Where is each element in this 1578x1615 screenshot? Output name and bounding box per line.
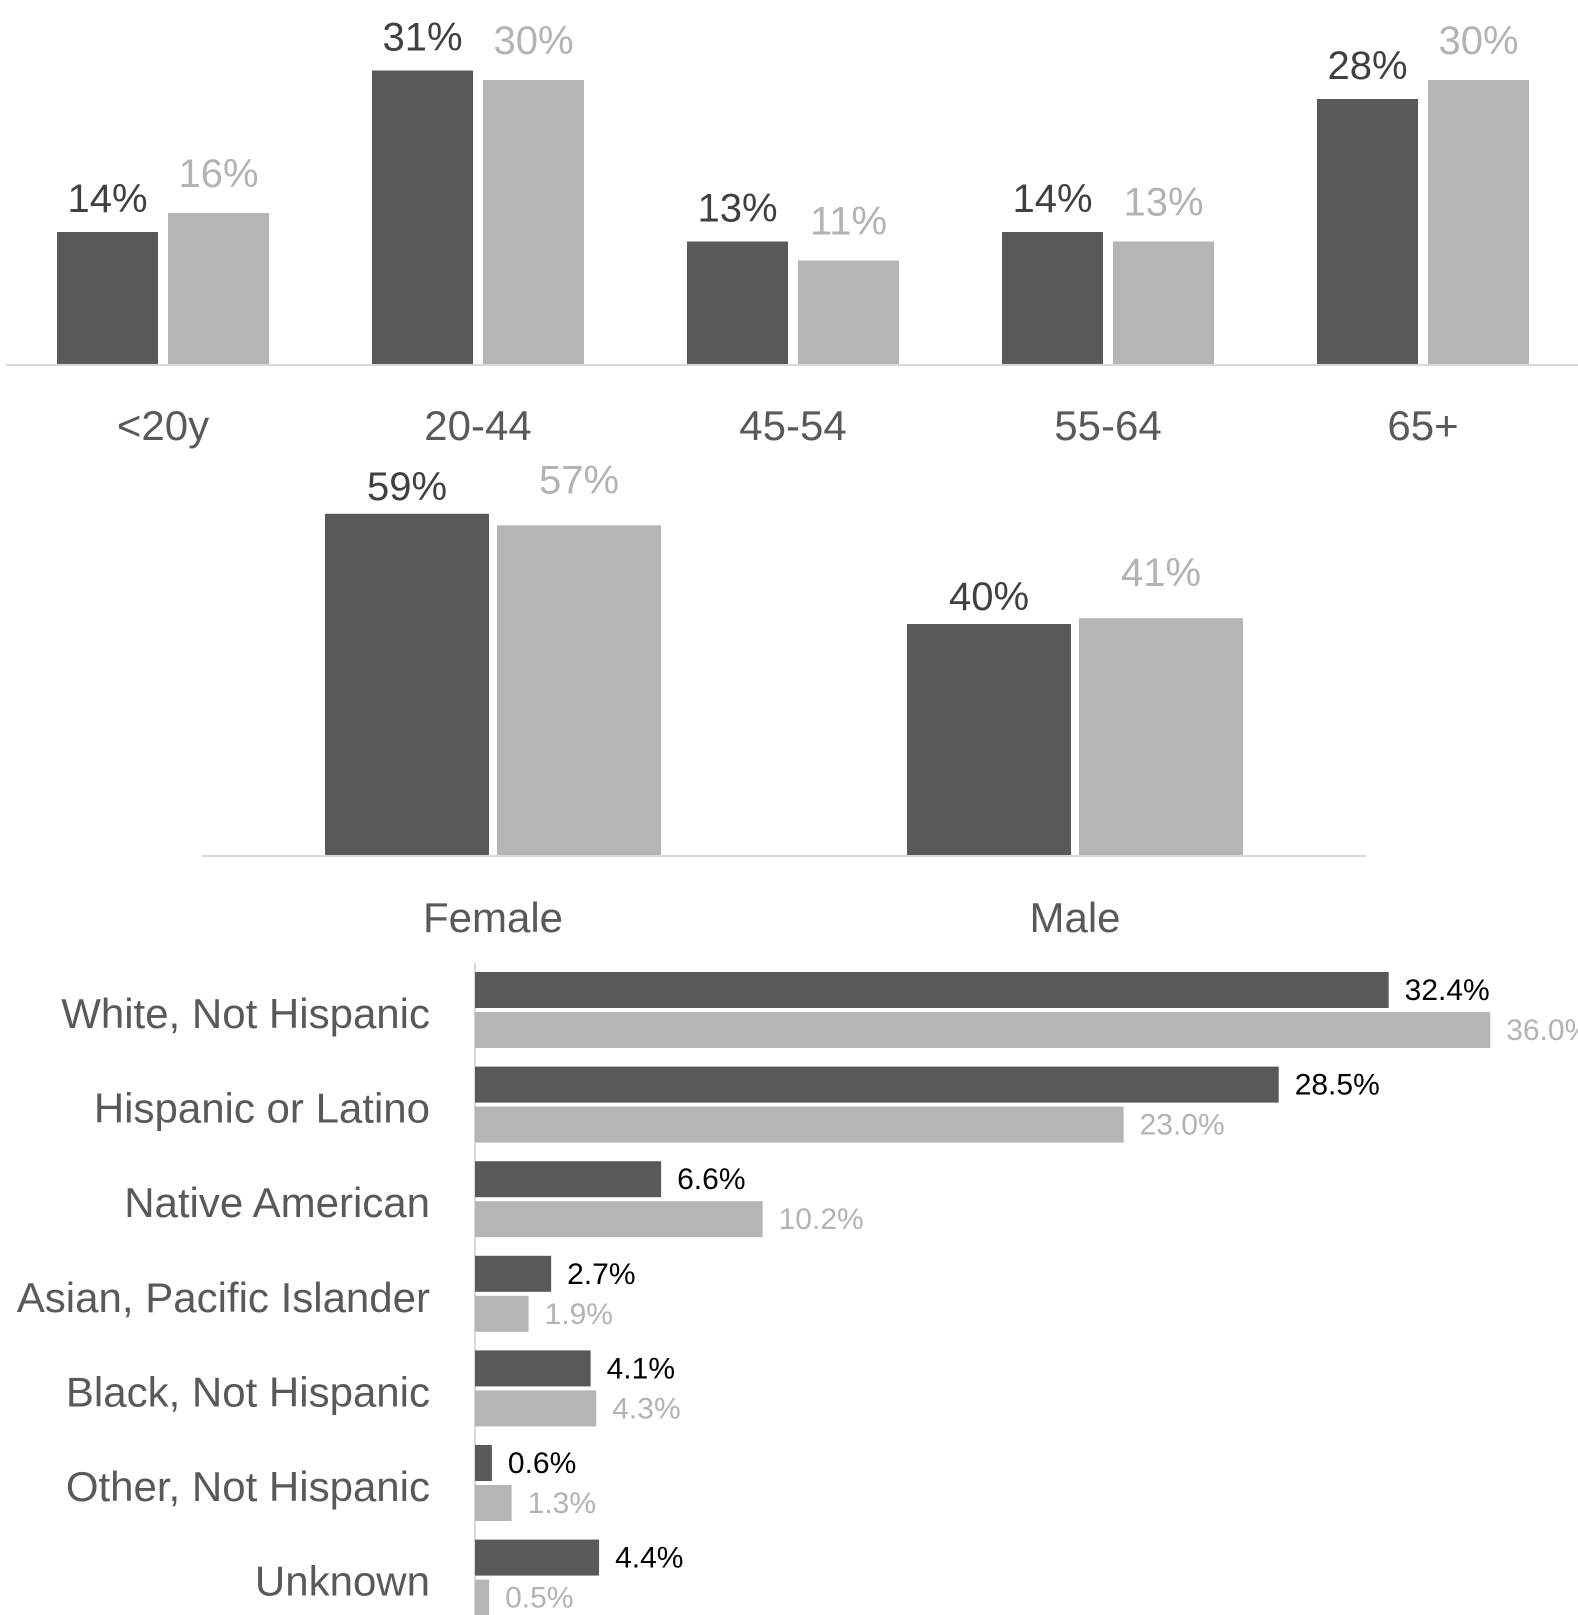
race-data-label-series1: 28.5% bbox=[1295, 1069, 1380, 1102]
age-data-label-series2: 11% bbox=[810, 200, 887, 244]
age-tick-label: <20y bbox=[117, 402, 209, 449]
race-bar-series1 bbox=[475, 1255, 552, 1292]
age-bar-series1 bbox=[1317, 99, 1418, 365]
race-category-label: Hispanic or Latino bbox=[94, 1085, 430, 1132]
age-data-label-series1: 13% bbox=[697, 187, 777, 231]
gender-data-label-series2: 41% bbox=[1121, 551, 1201, 595]
age-data-label-series2: 30% bbox=[493, 19, 573, 63]
race-data-label-series1: 0.6% bbox=[508, 1447, 576, 1480]
race-data-label-series1: 32.4% bbox=[1405, 974, 1490, 1007]
age-data-label-series1: 31% bbox=[382, 16, 462, 60]
race-data-label-series1: 6.6% bbox=[677, 1163, 745, 1196]
gender-tick-label: Female bbox=[423, 894, 563, 941]
race-data-label-series1: 4.4% bbox=[615, 1542, 683, 1575]
age-tick-label: 45-54 bbox=[739, 402, 846, 449]
race-data-label-series2: 1.9% bbox=[545, 1298, 613, 1331]
race-category-label: Black, Not Hispanic bbox=[66, 1368, 430, 1415]
race-category-label: Asian, Pacific Islander bbox=[17, 1274, 430, 1321]
race-bar-series1 bbox=[475, 1539, 600, 1576]
age-data-label-series1: 14% bbox=[67, 177, 147, 221]
gender-chart: 59% 57% Female 40% 41% Male bbox=[202, 458, 1366, 941]
race-bar-series2 bbox=[475, 1106, 1124, 1143]
race-bar-series1 bbox=[475, 1066, 1279, 1103]
age-bar-series2 bbox=[1113, 241, 1214, 365]
race-data-label-series2: 23.0% bbox=[1140, 1109, 1225, 1142]
race-bar-series2 bbox=[475, 1201, 763, 1238]
race-data-label-series2: 1.3% bbox=[528, 1487, 596, 1520]
race-category-label: Native American bbox=[124, 1179, 430, 1226]
race-bar-series2 bbox=[475, 1579, 490, 1615]
age-tick-label: 20-44 bbox=[424, 402, 531, 449]
race-data-label-series2: 4.3% bbox=[612, 1392, 680, 1425]
age-tick-label: 65+ bbox=[1387, 402, 1458, 449]
age-bar-series1 bbox=[372, 70, 473, 365]
age-data-label-series2: 13% bbox=[1123, 181, 1203, 225]
race-data-label-series2: 10.2% bbox=[779, 1203, 864, 1236]
race-chart: 32.4% 36.0% White, Not Hispanic 28.5% 23.0% H… bbox=[17, 963, 1578, 1615]
gender-bar-series1 bbox=[325, 513, 489, 856]
race-bar-series1 bbox=[475, 972, 1389, 1008]
race-bar-series2 bbox=[475, 1295, 529, 1332]
race-data-label-series2: 36.0% bbox=[1506, 1014, 1578, 1047]
age-bar-series1 bbox=[687, 241, 788, 365]
race-bar-series1 bbox=[475, 1161, 662, 1198]
age-bar-series1 bbox=[1002, 232, 1103, 365]
race-category-label: Other, Not Hispanic bbox=[66, 1463, 430, 1510]
age-chart: 14% 16% <20y 31% 30% 20-44 13% 11% 45-54 14% 13% 55… bbox=[6, 16, 1578, 449]
age-bar-series2 bbox=[168, 213, 269, 365]
gender-tick-label: Male bbox=[1029, 894, 1120, 941]
race-bar-series1 bbox=[475, 1445, 492, 1481]
age-tick-label: 55-64 bbox=[1054, 402, 1161, 449]
gender-data-label-series1: 40% bbox=[949, 575, 1029, 619]
age-data-label-series2: 16% bbox=[178, 152, 258, 196]
race-data-label-series2: 0.5% bbox=[505, 1582, 573, 1615]
age-bar-series2 bbox=[798, 260, 899, 365]
age-bar-series1 bbox=[57, 232, 158, 365]
race-category-label: White, Not Hispanic bbox=[61, 990, 430, 1037]
age-bar-series2 bbox=[1428, 80, 1529, 365]
gender-bar-series2 bbox=[497, 525, 661, 856]
race-bar-series2 bbox=[475, 1390, 597, 1427]
age-bar-series2 bbox=[483, 80, 584, 365]
race-bar-series1 bbox=[475, 1350, 591, 1387]
gender-bar-series2 bbox=[1079, 618, 1243, 856]
race-category-label: Unknown bbox=[255, 1558, 430, 1605]
age-data-label-series2: 30% bbox=[1438, 19, 1518, 63]
race-data-label-series1: 4.1% bbox=[607, 1352, 675, 1385]
race-bar-series2 bbox=[475, 1012, 1491, 1048]
race-bar-series2 bbox=[475, 1485, 512, 1521]
age-data-label-series1: 28% bbox=[1327, 44, 1407, 88]
gender-data-label-series2: 57% bbox=[539, 458, 619, 502]
race-data-label-series1: 2.7% bbox=[567, 1258, 635, 1291]
age-data-label-series1: 14% bbox=[1012, 177, 1092, 221]
gender-bar-series1 bbox=[907, 624, 1071, 856]
gender-data-label-series1: 59% bbox=[367, 465, 447, 509]
